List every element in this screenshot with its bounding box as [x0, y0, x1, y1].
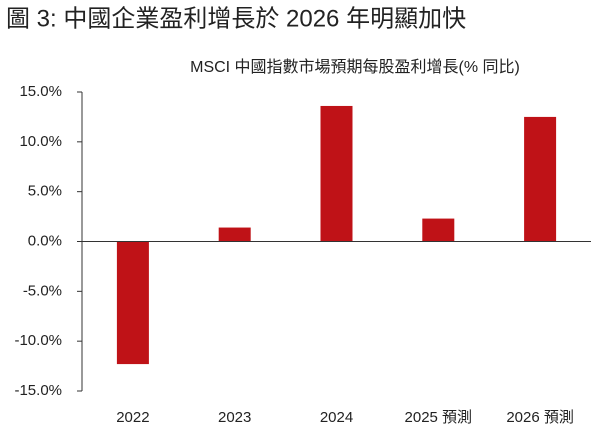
y-tick-label: -15.0%	[14, 382, 62, 399]
x-tick-label: 2022	[116, 409, 149, 426]
y-tick-label: 5.0%	[28, 183, 62, 200]
y-tick-label: 10.0%	[19, 133, 62, 150]
bar	[218, 227, 251, 242]
x-tick-label: 2024	[320, 409, 353, 426]
y-tick-label: 15.0%	[19, 83, 62, 100]
x-tick-label: 2025 預測	[405, 409, 473, 426]
bar	[524, 116, 557, 242]
y-tick-label: 0.0%	[28, 232, 62, 249]
x-tick-label: 2023	[218, 409, 251, 426]
x-tick-label: 2026 預測	[506, 409, 574, 426]
bar	[116, 241, 149, 365]
y-tick-label: -10.0%	[14, 332, 62, 349]
y-tick-label: -5.0%	[23, 282, 62, 299]
bar	[320, 105, 353, 242]
chart-subtitle: MSCI 中國指數市場預期每股盈利增長(% 同比)	[190, 58, 520, 76]
bar	[422, 218, 455, 242]
chart-title: 圖 3: 中國企業盈利增長於 2026 年明顯加快	[6, 5, 466, 32]
